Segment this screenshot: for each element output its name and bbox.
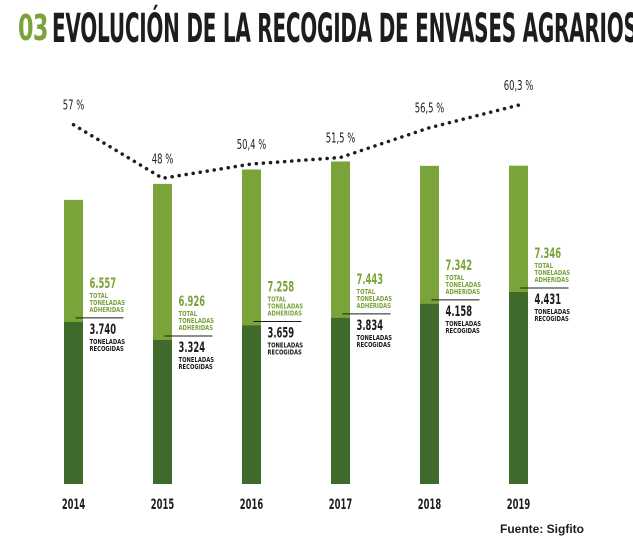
- adheridas-label: ADHERIDAS: [446, 288, 481, 296]
- recogidas-label: TONELADAS: [357, 334, 393, 342]
- recogidas-label: RECOGIDAS: [535, 315, 569, 323]
- percent-label: 57 %: [63, 98, 84, 113]
- percent-label: 50,4 %: [237, 137, 267, 152]
- adheridas-label: ADHERIDAS: [179, 324, 214, 332]
- x-tick-label: 2017: [329, 496, 352, 513]
- source-note: Fuente: Sigfito: [500, 522, 584, 536]
- recogidas-label: RECOGIDAS: [268, 349, 302, 357]
- adheridas-value: 7.443: [357, 271, 384, 288]
- percent-label: 60,3 %: [504, 78, 534, 93]
- bar-recogidas: [420, 303, 439, 484]
- recogidas-label: TONELADAS: [179, 356, 215, 364]
- recogidas-value: 3.324: [178, 339, 205, 356]
- adheridas-value: 6.926: [178, 293, 205, 310]
- adheridas-label: TONELADAS: [90, 299, 126, 307]
- adheridas-label: TOTAL: [179, 310, 198, 318]
- adheridas-label: TONELADAS: [357, 295, 393, 303]
- adheridas-label: TONELADAS: [268, 303, 304, 311]
- adheridas-label: TONELADAS: [535, 269, 571, 277]
- adheridas-label: TONELADAS: [446, 281, 482, 289]
- recogidas-value: 3.740: [90, 321, 117, 338]
- recogidas-label: RECOGIDAS: [357, 341, 391, 349]
- adheridas-value: 7.342: [445, 256, 472, 273]
- bar-recogidas: [153, 339, 172, 484]
- chart-header: 03 EVOLUCIÓN DE LA RECOGIDA DE ENVASES A…: [18, 4, 633, 54]
- adheridas-label: TOTAL: [535, 262, 554, 270]
- recogidas-value: 4.431: [535, 291, 562, 308]
- percent-label: 56,5 %: [415, 101, 445, 116]
- recogidas-value: 3.834: [357, 317, 384, 334]
- recogidas-label: RECOGIDAS: [179, 363, 213, 371]
- adheridas-label: ADHERIDAS: [357, 302, 392, 310]
- percent-label: 51,5 %: [326, 131, 356, 146]
- bar-recogidas: [64, 321, 83, 484]
- adheridas-label: TONELADAS: [179, 317, 215, 325]
- recogidas-label: RECOGIDAS: [90, 345, 124, 353]
- x-tick-label: 2019: [507, 496, 530, 513]
- x-tick-label: 2014: [62, 496, 85, 513]
- x-tick-label: 2016: [240, 496, 263, 513]
- adheridas-label: TOTAL: [357, 288, 376, 296]
- recogidas-label: TONELADAS: [535, 308, 571, 316]
- recogidas-label: RECOGIDAS: [446, 327, 480, 335]
- adheridas-value: 7.258: [268, 278, 295, 295]
- recogidas-value: 4.158: [445, 302, 472, 319]
- adheridas-value: 7.346: [535, 245, 562, 262]
- adheridas-label: TOTAL: [90, 292, 109, 300]
- x-tick-label: 2015: [151, 496, 174, 513]
- adheridas-label: TOTAL: [268, 296, 287, 304]
- x-tick-label: 2018: [418, 496, 441, 513]
- recogidas-label: TONELADAS: [90, 338, 126, 346]
- recogidas-label: TONELADAS: [446, 320, 482, 328]
- bar-recogidas: [509, 291, 528, 484]
- chart-title: EVOLUCIÓN DE LA RECOGIDA DE ENVASES AGRA…: [52, 6, 633, 52]
- percent-label: 48 %: [152, 151, 173, 166]
- bar-recogidas: [242, 325, 261, 484]
- adheridas-label: TOTAL: [446, 274, 465, 282]
- adheridas-label: ADHERIDAS: [90, 306, 125, 314]
- bar-recogidas: [331, 317, 350, 484]
- recogidas-value: 3.659: [268, 324, 295, 341]
- adheridas-label: ADHERIDAS: [535, 276, 570, 284]
- adheridas-label: ADHERIDAS: [268, 310, 303, 318]
- recogidas-label: TONELADAS: [268, 342, 304, 350]
- percent-line: [71, 103, 521, 181]
- adheridas-value: 6.557: [90, 275, 117, 292]
